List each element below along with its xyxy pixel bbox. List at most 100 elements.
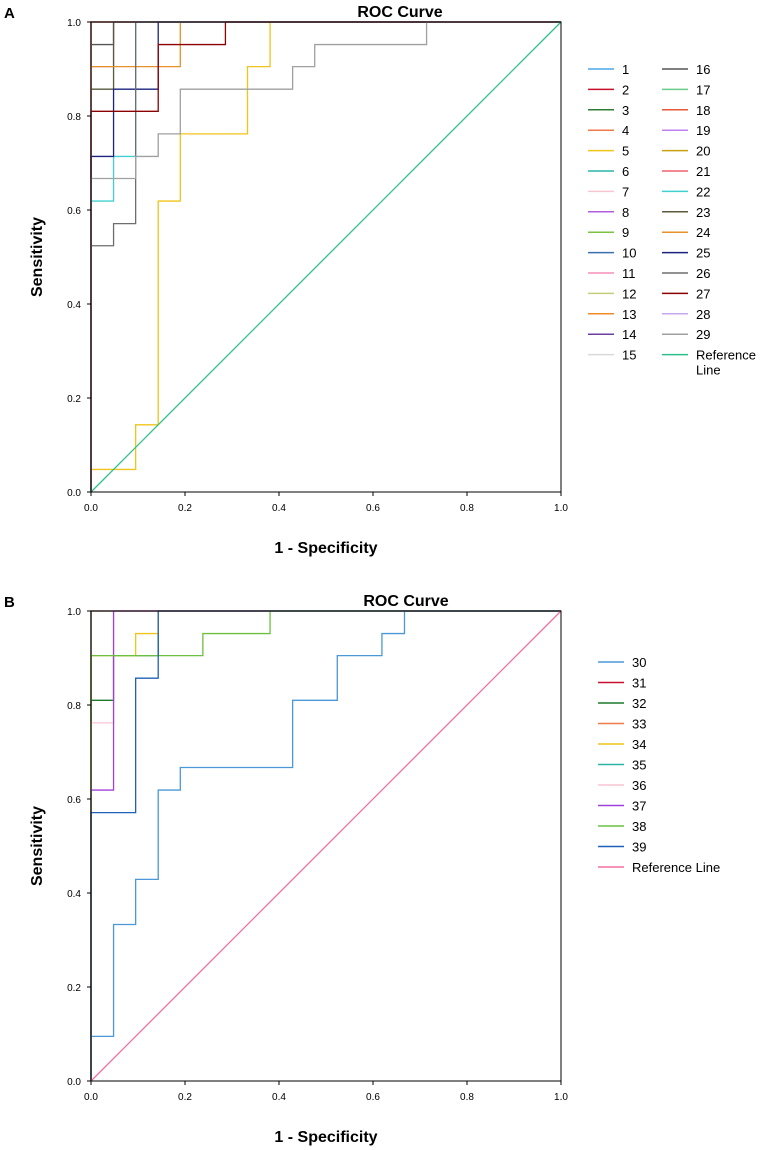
panel-a-x-tick-label: 0.4	[272, 503, 286, 514]
panel-a-legend-item-4-label: 4	[622, 123, 629, 138]
panel-a-legend-item-14-label: 14	[622, 327, 636, 342]
panel-a-legend-item-21: 21	[662, 164, 710, 179]
panel-b-legend-item-39: 39	[598, 840, 646, 855]
panel-a-legend-item-20-label: 20	[696, 144, 710, 159]
panel-b-legend-item-34-label: 34	[632, 737, 646, 752]
panel-a-legend-item-2-label: 2	[622, 82, 629, 97]
panel-a-legend-item-8: 8	[588, 205, 629, 220]
panel-a-legend-item-12: 12	[588, 286, 636, 301]
panel-a-legend-item-26: 26	[662, 266, 710, 281]
panel-b: B 0.0 0.2 0.4 0.6 0.8 1.0 0.00.20.40.60.81.0 …	[4, 593, 720, 1146]
panel-a-legend-item-16-label: 16	[696, 62, 710, 77]
panel-a-x-tick-label: 0.6	[366, 503, 380, 514]
panel-b-legend-item-32-label: 32	[632, 696, 646, 711]
panel-b-legend-item-34: 34	[598, 737, 646, 752]
panel-a-legend-item-7-label: 7	[622, 184, 629, 199]
panel-a-legend-item-17: 17	[662, 82, 710, 97]
panel-b-legend-item-30-label: 30	[632, 655, 646, 670]
panel-a-y-tick-label: 0.2	[67, 394, 81, 405]
panel-a-legend-item-25: 25	[662, 246, 710, 261]
panel-a-legend-item-reference-line-label: Line	[696, 363, 721, 378]
panel-a-legend-item-27: 27	[662, 286, 710, 301]
panel-b-legend-item-33-label: 33	[632, 717, 646, 732]
panel-a-legend-item-25-label: 25	[696, 246, 710, 261]
panel-a-x-tick-label: 0.8	[460, 503, 474, 514]
panel-b-y-tick-label: 0.4	[67, 889, 81, 900]
panel-b-legend-item-reference-line-label: Reference Line	[632, 860, 720, 875]
panel-a-legend-item-14: 14	[588, 327, 636, 342]
panel-b-x-tick-label: 0.6	[366, 1092, 380, 1103]
panel-b-legend-item-31: 31	[598, 676, 646, 691]
panel-a-legend-item-28-label: 28	[696, 307, 710, 322]
panel-a-x-tick-label: 0.0	[84, 503, 98, 514]
panel-b-x-tick-label: 0.8	[460, 1092, 474, 1103]
panel-a-legend-item-5: 5	[588, 144, 629, 159]
panel-a-legend-item-16: 16	[662, 62, 710, 77]
panel-b-legend-item-36-label: 36	[632, 778, 646, 793]
panel-a-legend-item-24-label: 24	[696, 225, 710, 240]
panel-a-x-axis-title: 1 - Specificity	[274, 540, 377, 557]
panel-a-reference-line	[90, 21, 562, 493]
panel-b-y-tick-label: 0.6	[67, 795, 81, 806]
panel-b-legend-item-30: 30	[598, 655, 646, 670]
panel-b-legend-item-31-label: 31	[632, 676, 646, 691]
panel-a-label: A	[4, 5, 15, 22]
panel-a-legend-item-13: 13	[588, 307, 636, 322]
panel-a-legend-item-29: 29	[662, 327, 710, 342]
panel-a-y-tick-label: 1.0	[67, 18, 81, 29]
panel-a-legend-item-19-label: 19	[696, 123, 710, 138]
panel-b-legend-item-35-label: 35	[632, 758, 646, 773]
panel-a-y-tick-label: 0.4	[67, 300, 81, 311]
panel-a-legend-item-13-label: 13	[622, 307, 636, 322]
panel-a-legend-item-10-label: 10	[622, 246, 636, 261]
panel-a-legend-item-24: 24	[662, 225, 710, 240]
panel-b-legend-item-39-label: 39	[632, 840, 646, 855]
panel-a-legend-item-29-label: 29	[696, 327, 710, 342]
panel-a-legend-item-20: 20	[662, 144, 710, 159]
panel-a-legend-item-6: 6	[588, 164, 629, 179]
panel-a-legend-item-11-label: 11	[622, 266, 636, 281]
panel-b-legend-item-32: 32	[598, 696, 646, 711]
panel-a-legend-item-23-label: 23	[696, 205, 710, 220]
panel-b-x-tick-label: 0.2	[178, 1092, 192, 1103]
panel-b-legend-item-reference-line: Reference Line	[598, 860, 720, 875]
panel-a-series-5	[90, 21, 561, 492]
panel-a-title: ROC Curve	[357, 4, 442, 21]
panel-b-y-tick-label: 0.8	[67, 701, 81, 712]
panel-b-x-tick-label: 0.4	[272, 1092, 286, 1103]
panel-a-legend-item-7: 7	[588, 184, 629, 199]
panel-b-legend-item-33: 33	[598, 717, 646, 732]
panel-a-legend-item-21-label: 21	[696, 164, 710, 179]
panel-a-legend-item-23: 23	[662, 205, 710, 220]
panel-a-legend-item-8-label: 8	[622, 205, 629, 220]
panel-a-legend-item-26-label: 26	[696, 266, 710, 281]
panel-a-legend-item-9: 9	[588, 225, 629, 240]
panel-b-plot-frame	[90, 610, 562, 1082]
panel-a-legend-item-17-label: 17	[696, 82, 710, 97]
panel-a-legend-item-1-label: 1	[622, 62, 629, 77]
panel-a: A 0.0 0.2 0.4 0.6 0.8 1.0 0.00.20.40.60.81.0 …	[4, 4, 756, 557]
panel-a-plot-frame	[90, 21, 562, 493]
panel-a-series-29	[90, 21, 561, 492]
panel-a-legend-item-15: 15	[588, 348, 636, 363]
panel-a-legend-item-12-label: 12	[622, 286, 636, 301]
panel-a-legend-item-4: 4	[588, 123, 629, 138]
panel-b-legend-item-38-label: 38	[632, 819, 646, 834]
panel-b-reference-line	[90, 610, 562, 1082]
panel-a-legend-item-19: 19	[662, 123, 710, 138]
panel-b-y-tick-label: 0.0	[67, 1077, 81, 1088]
panel-a-x-tick-label: 0.2	[178, 503, 192, 514]
panel-a-legend-item-18: 18	[662, 103, 710, 118]
panel-b-y-axis-title: Sensitivity	[29, 806, 46, 886]
panel-b-legend-item-36: 36	[598, 778, 646, 793]
panel-a-legend-item-5-label: 5	[622, 144, 629, 159]
panel-a-legend-item-6-label: 6	[622, 164, 629, 179]
panel-a-legend-item-9-label: 9	[622, 225, 629, 240]
panel-a-legend-item-3-label: 3	[622, 103, 629, 118]
panel-b-x-tick-label: 0.0	[84, 1092, 98, 1103]
panel-a-legend-item-3: 3	[588, 103, 629, 118]
panel-a-legend-item-reference-line-label: Reference	[696, 348, 756, 363]
panel-a-y-axis-title: Sensitivity	[29, 217, 46, 297]
panel-a-legend-item-18-label: 18	[696, 103, 710, 118]
